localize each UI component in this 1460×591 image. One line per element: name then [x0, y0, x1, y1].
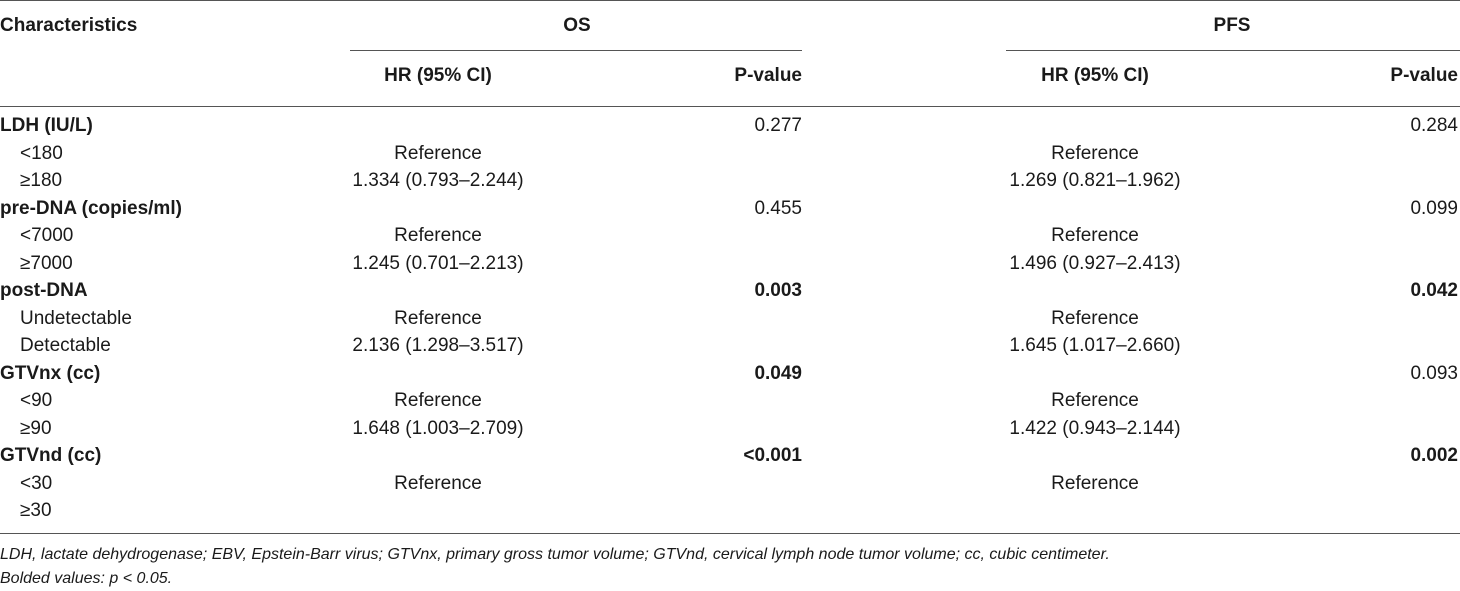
footnote-bold-note: Bolded values: p < 0.05.	[0, 570, 173, 587]
pfs-p-cell: 0.002	[1410, 445, 1458, 466]
row-sublabel: Detectable	[20, 335, 111, 356]
header-pfs: PFS	[1213, 15, 1251, 36]
os-hr-cell: Reference	[394, 390, 482, 411]
pfs-hr-cell: Reference	[1051, 225, 1139, 246]
os-hr-cell: Reference	[394, 308, 482, 329]
row-sublabel: ≥30	[20, 500, 52, 521]
row-sublabel: <180	[20, 143, 63, 164]
row-sublabel: <90	[20, 390, 53, 411]
table-top-rule	[0, 0, 1460, 1]
pfs-hr-cell: 1.645 (1.017–2.660)	[1009, 335, 1181, 356]
os-p-cell: 0.455	[754, 198, 802, 219]
os-hr-cell: Reference	[394, 143, 482, 164]
pfs-p-cell: 0.042	[1410, 280, 1458, 301]
os-hr-cell: 1.648 (1.003–2.709)	[352, 418, 524, 439]
os-p-cell: 0.003	[754, 280, 802, 301]
header-os-p: P-value	[734, 65, 802, 86]
pfs-p-cell: 0.099	[1410, 198, 1458, 219]
os-p-cell: <0.001	[743, 445, 802, 466]
pfs-hr-cell: 1.496 (0.927–2.413)	[1009, 253, 1181, 274]
header-pfs-p: P-value	[1390, 65, 1458, 86]
row-group-label: pre-DNA (copies/ml)	[0, 198, 182, 219]
row-sublabel: <30	[20, 473, 53, 494]
os-hr-cell: Reference	[394, 473, 482, 494]
header-os: OS	[563, 15, 591, 36]
pfs-hr-cell: 1.422 (0.943–2.144)	[1009, 418, 1181, 439]
os-hr-cell: 1.245 (0.701–2.213)	[352, 253, 524, 274]
pfs-hr-cell: Reference	[1051, 390, 1139, 411]
footnote-abbreviations: LDH, lactate dehydrogenase; EBV, Epstein…	[0, 546, 1110, 563]
os-p-cell: 0.277	[754, 115, 802, 136]
header-os-hr: HR (95% CI)	[384, 65, 492, 86]
os-p-cell: 0.049	[754, 363, 802, 384]
pfs-hr-cell: Reference	[1051, 473, 1139, 494]
row-group-label: post-DNA	[0, 280, 88, 301]
header-characteristics: Characteristics	[0, 15, 138, 36]
pfs-p-cell: 0.284	[1410, 115, 1458, 136]
row-sublabel: ≥180	[20, 170, 63, 191]
row-group-label: GTVnd (cc)	[0, 445, 102, 466]
table-bottom-rule	[0, 533, 1460, 534]
os-hr-cell: 2.136 (1.298–3.517)	[352, 335, 524, 356]
pfs-header-rule	[1006, 50, 1460, 51]
os-hr-cell: Reference	[394, 225, 482, 246]
row-sublabel: ≥7000	[20, 253, 73, 274]
row-sublabel: ≥90	[20, 418, 52, 439]
os-hr-cell: 1.334 (0.793–2.244)	[352, 170, 524, 191]
pfs-hr-cell: Reference	[1051, 143, 1139, 164]
os-header-rule	[350, 50, 802, 51]
row-group-label: GTVnx (cc)	[0, 363, 101, 384]
row-sublabel: Undetectable	[20, 308, 132, 329]
row-group-label: LDH (IU/L)	[0, 115, 93, 136]
header-pfs-hr: HR (95% CI)	[1041, 65, 1149, 86]
pfs-hr-cell: Reference	[1051, 308, 1139, 329]
pfs-hr-cell: 1.269 (0.821–1.962)	[1009, 170, 1181, 191]
pfs-p-cell: 0.093	[1410, 363, 1458, 384]
row-sublabel: <7000	[20, 225, 74, 246]
header-bottom-rule	[0, 106, 1460, 107]
